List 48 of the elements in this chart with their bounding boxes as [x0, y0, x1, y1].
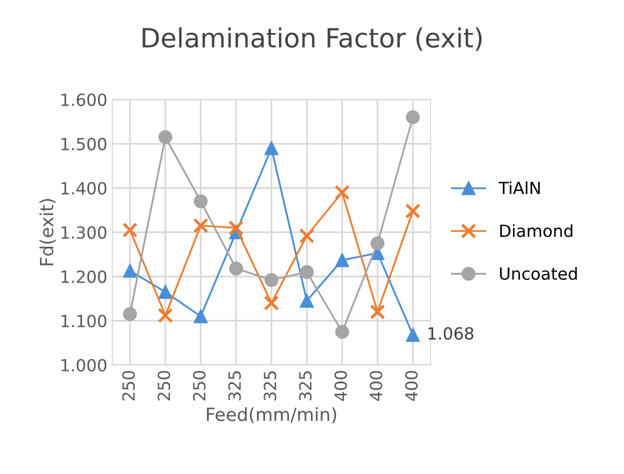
point [300, 294, 314, 308]
point [300, 265, 314, 280]
y-tick-label: 1.400 [62, 182, 106, 195]
point [194, 194, 208, 208]
legend-label: Diamond [500, 224, 572, 238]
x-tick-label: 400 [334, 370, 347, 401]
point [193, 218, 208, 234]
x-tick-label: 250 [158, 370, 170, 400]
point [335, 324, 350, 339]
legend-label: TiAlN [498, 181, 540, 194]
x-tick-label: 325 [299, 371, 312, 400]
y-tick-label: 1.600 [62, 94, 106, 106]
point [405, 203, 421, 219]
point [229, 262, 244, 276]
point [122, 222, 138, 238]
point [158, 308, 173, 324]
y-tick-label: 1.300 [62, 226, 106, 239]
point [264, 295, 280, 311]
point [370, 236, 384, 250]
point [406, 328, 420, 342]
point [299, 228, 314, 244]
legend-label: Uncoated [500, 266, 577, 280]
point [228, 220, 244, 236]
x-tick-label: 325 [264, 371, 276, 400]
x-tick-label: 400 [370, 370, 382, 401]
chart-title: Delamination Factor (exit) [142, 27, 482, 51]
y-axis-title: Fd(exit) [39, 199, 56, 266]
data-label: 1.068 [428, 327, 474, 340]
y-tick-label: 1.100 [62, 314, 106, 328]
x-axis-title: Feed(mm/min) [206, 407, 336, 424]
point [194, 309, 208, 324]
y-tick-label: 1.200 [62, 270, 106, 284]
point [158, 285, 172, 299]
point [264, 273, 278, 287]
point [406, 110, 420, 124]
point [264, 141, 278, 156]
y-tick-label: 1.000 [62, 358, 106, 372]
x-tick-label: 325 [228, 371, 241, 400]
point [335, 253, 350, 268]
point [334, 184, 350, 200]
point [123, 307, 137, 322]
x-tick-label: 400 [405, 370, 418, 401]
y-tick-label: 1.500 [62, 138, 106, 150]
x-tick-label: 250 [122, 370, 135, 400]
x-tick-label: 250 [192, 370, 206, 400]
point [158, 130, 172, 144]
point [123, 264, 137, 278]
point [370, 304, 386, 320]
